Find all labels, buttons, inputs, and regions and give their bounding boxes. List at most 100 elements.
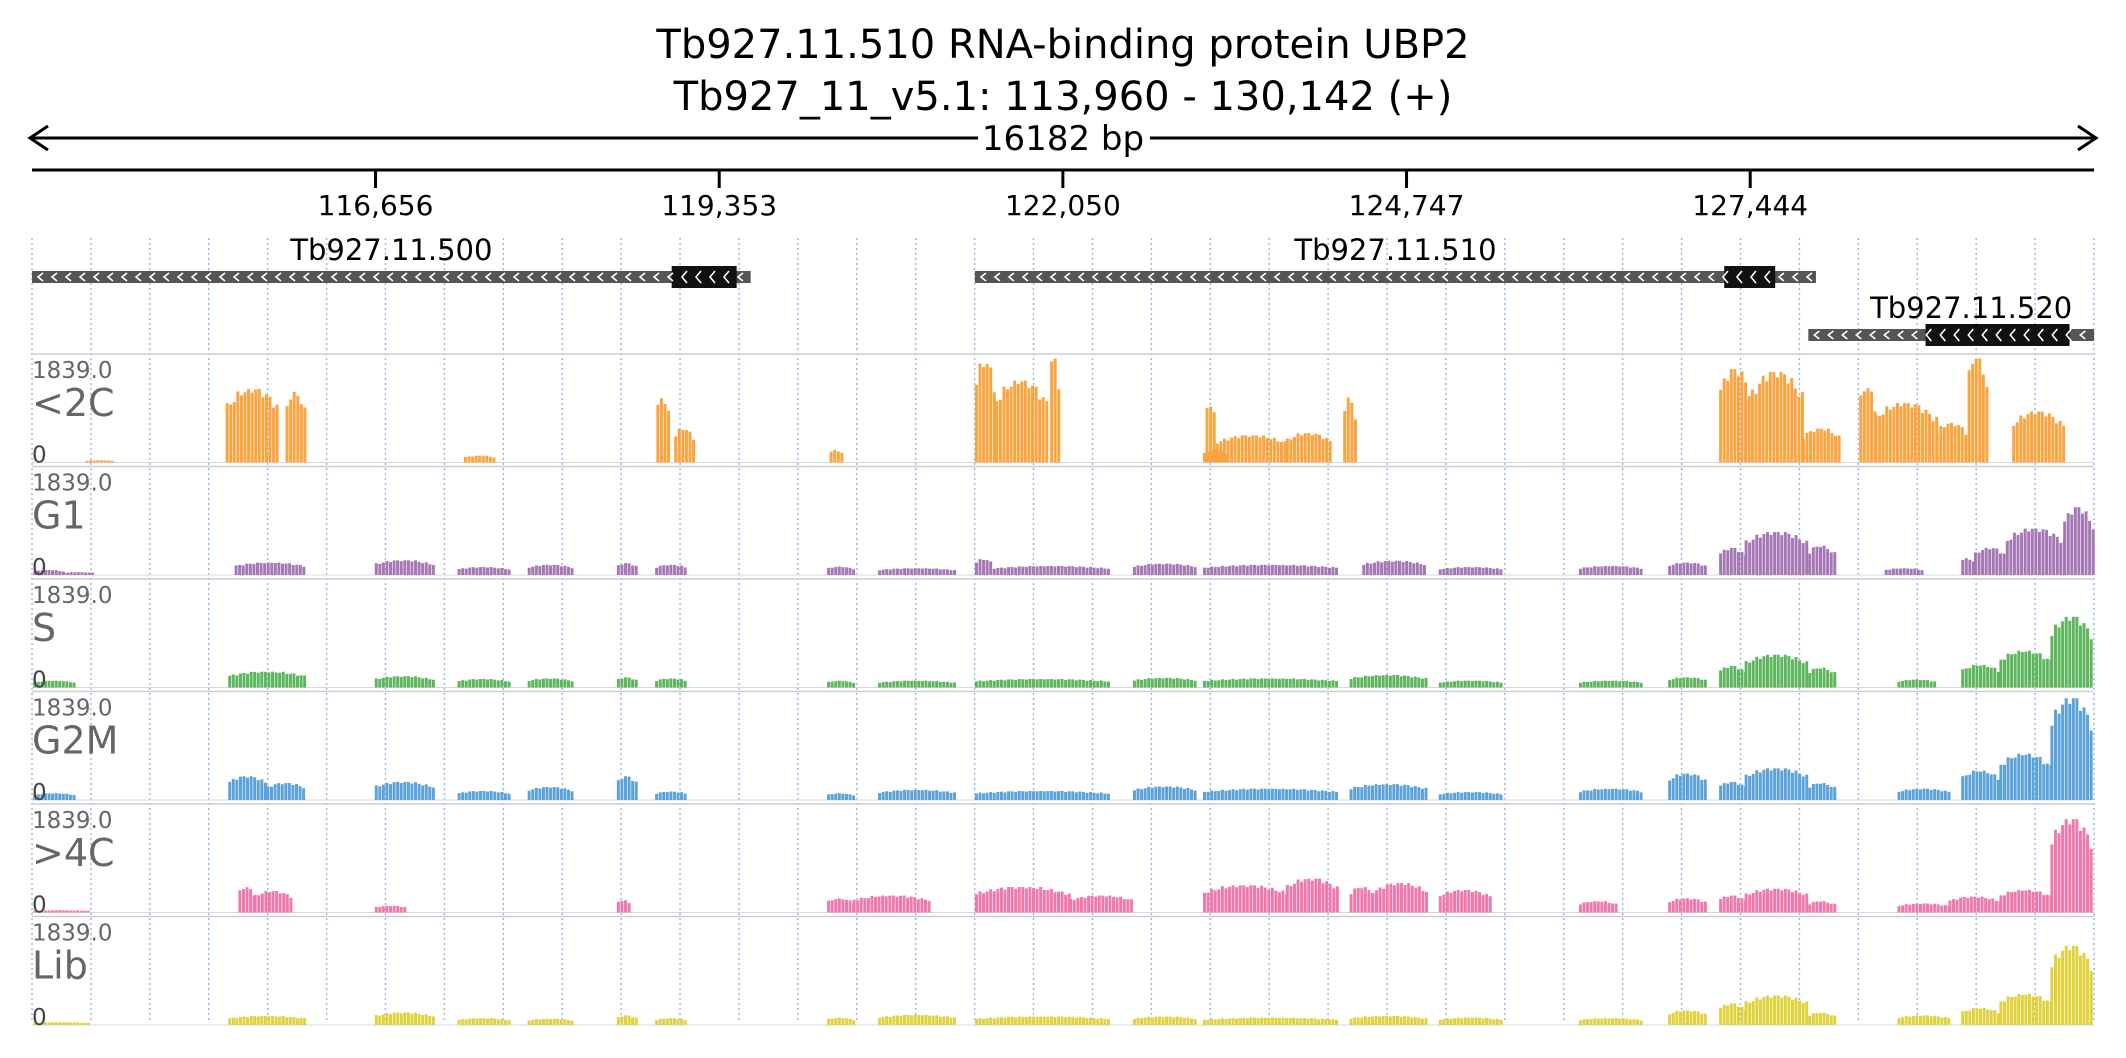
coverage-bar xyxy=(1320,679,1324,688)
coverage-bar xyxy=(1675,562,1679,575)
coverage-bar xyxy=(1952,899,1956,913)
coverage-bar xyxy=(303,675,307,688)
coverage-bar xyxy=(1182,788,1186,800)
coverage-bar xyxy=(428,679,432,688)
coverage-bar xyxy=(1417,787,1421,800)
coverage-bar xyxy=(277,562,281,575)
coverage-bar xyxy=(1050,361,1054,463)
coverage-bar xyxy=(878,682,882,688)
strand-chevron-icon xyxy=(176,272,184,282)
coverage-bar xyxy=(471,1018,475,1025)
coverage-bar xyxy=(1009,386,1013,463)
coverage-bar xyxy=(1327,681,1331,688)
coverage-bar xyxy=(489,1018,493,1025)
coverage-bar xyxy=(1288,565,1292,575)
coverage-bar xyxy=(552,1018,556,1025)
coverage-bar xyxy=(1046,791,1050,800)
coverage-bar xyxy=(1003,680,1007,688)
coverage-bar xyxy=(421,563,425,575)
coverage-bar xyxy=(2078,710,2082,800)
coverage-bar xyxy=(421,678,425,688)
coverage-bar xyxy=(392,905,396,913)
coverage-bar xyxy=(1474,890,1478,913)
coverage-bar xyxy=(1307,433,1311,463)
coverage-bar xyxy=(1719,785,1723,800)
strand-chevron-icon xyxy=(1869,330,1876,340)
coverage-bar xyxy=(1671,900,1675,913)
coverage-bar xyxy=(61,1022,65,1025)
coverage-bar xyxy=(241,889,245,913)
coverage-bar xyxy=(1984,547,1988,575)
coverage-bar xyxy=(1614,680,1618,688)
coverage-bar xyxy=(1993,667,1997,688)
coverage-bar xyxy=(1463,1017,1467,1025)
coverage-bar xyxy=(65,1022,69,1025)
coverage-bar xyxy=(563,565,567,575)
coverage-bar xyxy=(464,792,468,800)
coverage-bar xyxy=(1032,1016,1036,1025)
coverage-bar xyxy=(61,793,65,800)
coverage-bar xyxy=(2053,709,2057,800)
coverage-bar xyxy=(1360,1017,1364,1025)
coverage-bar xyxy=(246,777,250,800)
strand-chevron-icon xyxy=(1315,272,1323,282)
coverage-bar xyxy=(1895,403,1899,463)
coverage-bar xyxy=(916,899,920,913)
coverage-bar xyxy=(1729,1003,1733,1025)
coverage-bar xyxy=(85,460,89,463)
coverage-bar xyxy=(493,791,497,800)
coverage-bar xyxy=(1586,567,1590,575)
coverage-bar xyxy=(1081,566,1085,575)
coverage-bar xyxy=(461,1019,465,1025)
coverage-bar xyxy=(61,681,65,688)
gene-model[interactable]: Tb927.11.520 xyxy=(1808,291,2094,346)
coverage-bar xyxy=(676,566,680,575)
coverage-bar xyxy=(1378,785,1382,800)
coverage-bar xyxy=(1277,1017,1281,1025)
coverage-bar xyxy=(51,570,55,575)
coverage-bar xyxy=(1783,768,1787,800)
coverage-bar xyxy=(1179,678,1183,688)
coverage-bar xyxy=(374,1014,378,1025)
strand-chevron-icon xyxy=(1651,272,1659,282)
gene-model[interactable]: Tb927.11.510 xyxy=(974,233,1816,288)
coverage-bar xyxy=(531,789,535,800)
coverage-bar xyxy=(1453,681,1457,688)
coverage-bar xyxy=(892,568,896,575)
coverage-bar xyxy=(1281,1017,1285,1025)
coverage-bar xyxy=(2057,833,2061,913)
coverage-bar xyxy=(1381,675,1385,688)
coverage-bar xyxy=(2077,507,2081,575)
coverage-bar xyxy=(287,783,291,800)
coverage-bar xyxy=(1456,567,1460,575)
track-max-label: 1839.0 xyxy=(32,921,112,947)
coverage-bar xyxy=(1968,668,1972,688)
coverage-bar xyxy=(1078,679,1082,688)
coverage-bar xyxy=(1235,790,1239,800)
coverage-bar xyxy=(267,1016,271,1025)
coverage-bar xyxy=(1349,789,1353,800)
coverage-bar xyxy=(2031,757,2035,800)
coverage-bar xyxy=(938,681,942,688)
coverage-bar xyxy=(852,899,856,913)
coverage-bar xyxy=(1231,1017,1235,1025)
coverage-bar xyxy=(1238,565,1242,575)
coverage-bar xyxy=(1362,564,1366,575)
coverage-bar xyxy=(489,679,493,688)
strand-chevron-icon xyxy=(1371,272,1379,282)
coverage-bar xyxy=(110,460,114,463)
coverage-bar xyxy=(1485,894,1489,913)
coverage-bar xyxy=(1370,892,1374,913)
gene-model[interactable]: Tb927.11.500 xyxy=(32,233,751,288)
coverage-bar xyxy=(2045,658,2049,688)
coverage-bar xyxy=(1456,792,1460,800)
coverage-bar xyxy=(1238,885,1242,913)
coverage-bar xyxy=(1826,785,1830,800)
track-name-label: G2M xyxy=(32,719,118,763)
coverage-bar xyxy=(385,782,389,800)
coverage-bar xyxy=(1933,681,1937,688)
coverage-bar xyxy=(1331,791,1335,800)
coverage-bar xyxy=(486,1018,490,1025)
coverage-bar xyxy=(1996,779,2000,800)
